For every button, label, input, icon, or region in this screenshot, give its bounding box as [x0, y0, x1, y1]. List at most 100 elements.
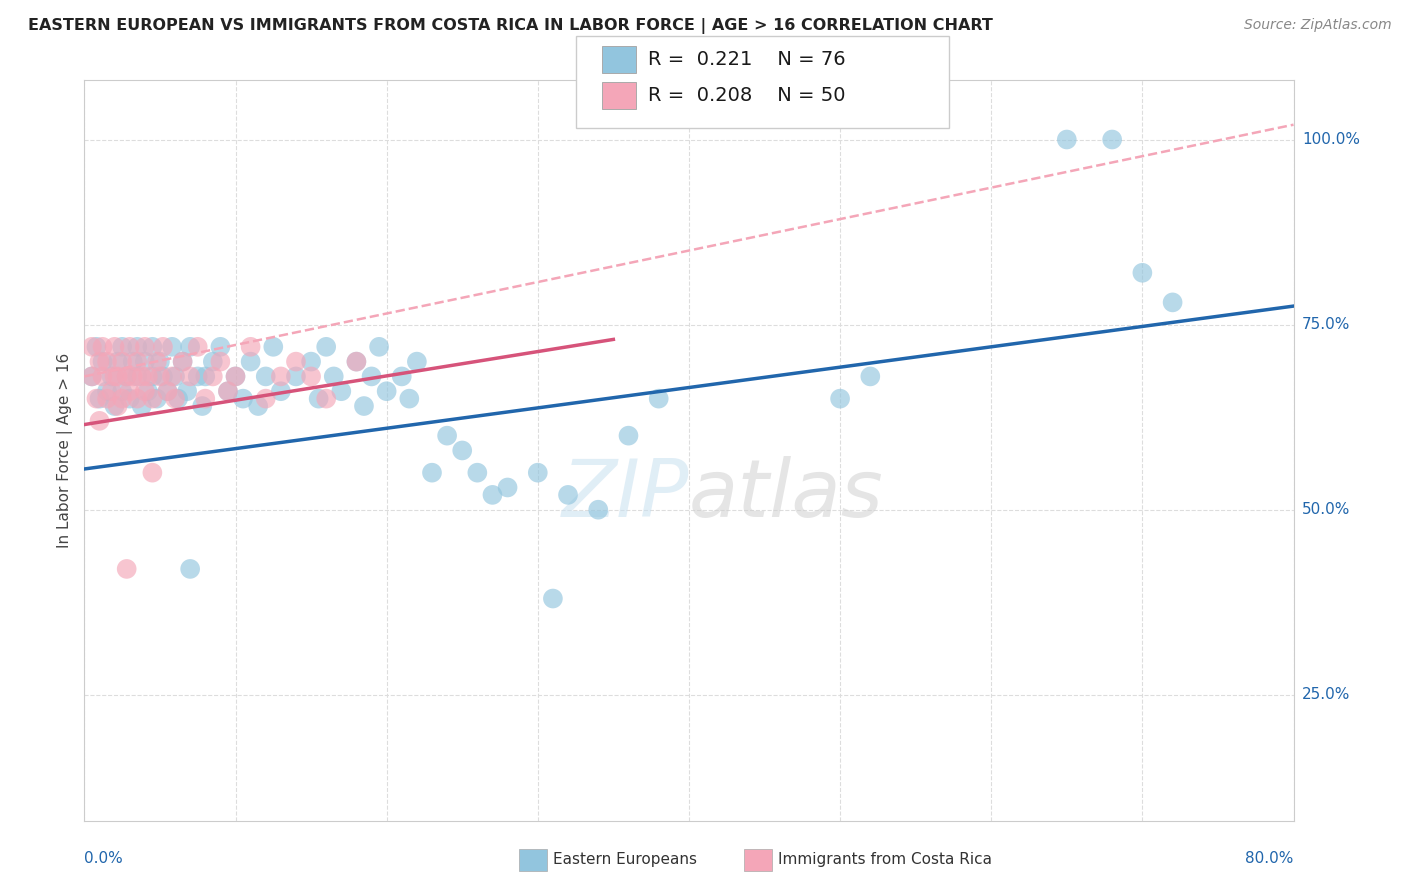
- Point: [96, 392, 118, 406]
- Point: [107, 369, 129, 384]
- Point: [270, 369, 292, 384]
- Point: [136, 369, 159, 384]
- Point: [104, 399, 127, 413]
- Point: [131, 369, 153, 384]
- Point: [115, 369, 138, 384]
- Point: [179, 369, 201, 384]
- Point: [201, 354, 224, 368]
- Point: [100, 384, 122, 399]
- Point: [149, 354, 172, 368]
- Point: [141, 340, 163, 354]
- Text: R =  0.208    N = 50: R = 0.208 N = 50: [648, 86, 845, 105]
- Point: [262, 340, 284, 354]
- Point: [187, 369, 209, 384]
- Point: [232, 392, 254, 406]
- Point: [167, 392, 190, 406]
- Point: [89, 414, 111, 428]
- Point: [107, 399, 129, 413]
- Point: [353, 399, 375, 413]
- Point: [1056, 132, 1078, 146]
- Point: [239, 354, 262, 368]
- Point: [118, 392, 141, 406]
- Point: [141, 466, 163, 480]
- Point: [104, 340, 127, 354]
- Text: EASTERN EUROPEAN VS IMMIGRANTS FROM COSTA RICA IN LABOR FORCE | AGE > 16 CORRELA: EASTERN EUROPEAN VS IMMIGRANTS FROM COST…: [28, 18, 993, 34]
- Point: [111, 392, 134, 406]
- Point: [217, 384, 239, 399]
- Point: [80, 340, 103, 354]
- Point: [89, 354, 111, 368]
- Point: [121, 354, 143, 368]
- Text: 75.0%: 75.0%: [1302, 317, 1350, 332]
- Point: [254, 392, 277, 406]
- Y-axis label: In Labor Force | Age > 16: In Labor Force | Age > 16: [58, 353, 73, 548]
- Point: [420, 466, 443, 480]
- Text: 80.0%: 80.0%: [1246, 851, 1294, 866]
- Point: [127, 392, 149, 406]
- Point: [111, 354, 134, 368]
- Point: [152, 369, 174, 384]
- Text: atlas: atlas: [689, 456, 884, 534]
- Point: [346, 354, 368, 368]
- Point: [127, 369, 149, 384]
- Point: [346, 354, 368, 368]
- Point: [160, 340, 183, 354]
- Point: [194, 392, 217, 406]
- Point: [118, 340, 141, 354]
- Point: [156, 384, 179, 399]
- Point: [436, 428, 458, 442]
- Point: [496, 480, 519, 494]
- Point: [134, 354, 156, 368]
- Point: [172, 354, 194, 368]
- Point: [179, 340, 201, 354]
- Point: [115, 369, 138, 384]
- Point: [225, 369, 247, 384]
- Text: R =  0.221    N = 76: R = 0.221 N = 76: [648, 50, 846, 70]
- Text: Source: ZipAtlas.com: Source: ZipAtlas.com: [1244, 18, 1392, 32]
- Text: ZIP: ZIP: [561, 456, 689, 534]
- Point: [322, 369, 344, 384]
- Point: [89, 392, 111, 406]
- Point: [209, 354, 232, 368]
- Point: [830, 392, 852, 406]
- Point: [308, 392, 330, 406]
- Point: [194, 369, 217, 384]
- Point: [107, 354, 129, 368]
- Point: [96, 384, 118, 399]
- Text: 50.0%: 50.0%: [1302, 502, 1350, 517]
- Point: [527, 466, 550, 480]
- Text: 100.0%: 100.0%: [1302, 132, 1360, 147]
- Point: [299, 369, 322, 384]
- Point: [254, 369, 277, 384]
- Point: [118, 384, 141, 399]
- Point: [648, 392, 671, 406]
- Point: [617, 428, 640, 442]
- Point: [1101, 132, 1123, 146]
- Point: [127, 340, 149, 354]
- Point: [111, 340, 134, 354]
- Point: [1161, 295, 1184, 310]
- Point: [111, 384, 134, 399]
- Point: [859, 369, 882, 384]
- Text: Immigrants from Costa Rica: Immigrants from Costa Rica: [778, 853, 991, 867]
- Point: [80, 369, 103, 384]
- Point: [86, 392, 108, 406]
- Point: [406, 354, 429, 368]
- Point: [217, 384, 239, 399]
- Point: [588, 502, 610, 516]
- Point: [368, 340, 391, 354]
- Point: [467, 466, 489, 480]
- Point: [225, 369, 247, 384]
- Text: Eastern Europeans: Eastern Europeans: [553, 853, 696, 867]
- Point: [239, 340, 262, 354]
- Point: [315, 340, 337, 354]
- Text: 25.0%: 25.0%: [1302, 687, 1350, 702]
- Point: [91, 354, 114, 368]
- Point: [146, 392, 169, 406]
- Point: [285, 369, 308, 384]
- Point: [330, 384, 353, 399]
- Point: [209, 340, 232, 354]
- Point: [160, 369, 183, 384]
- Point: [1130, 266, 1153, 280]
- Point: [96, 354, 118, 368]
